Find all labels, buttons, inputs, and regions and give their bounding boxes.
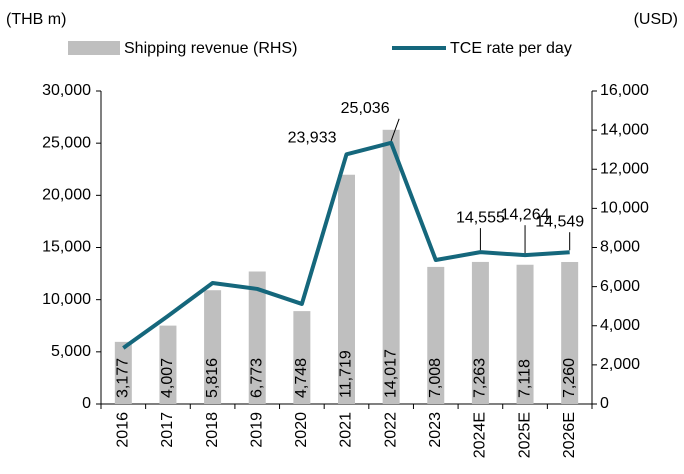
x-tick-label: 2026E: [561, 412, 578, 458]
bar: [293, 311, 311, 404]
y2-tick-label: 12,000: [600, 160, 649, 177]
bar: [427, 266, 445, 404]
y-tick-label: 5,000: [51, 343, 91, 360]
line-label: 14,264: [501, 206, 550, 223]
bar: [204, 290, 222, 404]
bar-label: 7,118: [516, 359, 533, 398]
y-tick-label: 25,000: [42, 134, 91, 151]
legend-label: Shipping revenue (RHS): [124, 40, 297, 57]
line-label: 14,555: [456, 209, 505, 226]
line-label: 14,549: [535, 213, 584, 230]
y2-tick-label: 4,000: [600, 317, 640, 334]
bar: [338, 174, 355, 404]
y-tick-label: 0: [82, 395, 91, 412]
x-tick-label: 2016: [115, 412, 132, 448]
x-tick-label: 2025E: [516, 412, 533, 458]
leader-line: [390, 118, 400, 141]
y2-tick-label: 2,000: [600, 356, 640, 373]
bar: [561, 261, 579, 404]
y2-tick-label: 0: [600, 395, 609, 412]
line-label: 23,933: [288, 130, 337, 147]
legend-swatch: [68, 41, 120, 55]
x-tick-label: 2023: [427, 412, 444, 448]
y2-tick-label: 14,000: [600, 121, 649, 138]
bar: [516, 264, 534, 404]
bar: [159, 325, 177, 404]
x-tick-label: 2024E: [472, 412, 489, 458]
x-tick-label: 2022: [382, 412, 399, 448]
y2-tick-label: 10,000: [600, 200, 649, 217]
bar-label: 6,773: [248, 358, 265, 398]
bar-label: 7,260: [561, 358, 578, 398]
y-tick-label: 20,000: [42, 187, 91, 204]
bar: [382, 129, 400, 405]
bar-label: 4,007: [159, 358, 176, 398]
bar-label: 11,719: [338, 350, 355, 398]
line-label: 25,036: [341, 100, 390, 117]
left-unit: (THB m): [6, 11, 66, 28]
y2-tick-label: 6,000: [600, 278, 640, 295]
legend-label: TCE rate per day: [450, 40, 572, 57]
x-tick-label: 2017: [159, 412, 176, 448]
bar: [471, 261, 489, 404]
y-tick-label: 15,000: [42, 239, 91, 256]
y-tick-label: 30,000: [42, 82, 91, 99]
x-tick-label: 2018: [204, 412, 221, 448]
x-tick-label: 2020: [293, 412, 310, 448]
y2-tick-label: 16,000: [600, 82, 649, 99]
bar-label: 7,263: [472, 358, 489, 398]
bar-label: 4,748: [293, 358, 310, 398]
bar-label: 14,017: [382, 349, 399, 398]
x-tick-label: 2019: [248, 412, 265, 448]
x-tick-label: 2021: [338, 412, 355, 448]
y-tick-label: 10,000: [42, 291, 91, 308]
bar-label: 7,008: [427, 358, 444, 398]
bar: [248, 271, 266, 404]
bar: [114, 341, 132, 404]
line: [122, 140, 570, 350]
bar-label: 3,177: [115, 358, 132, 398]
bar-label: 5,816: [204, 358, 221, 398]
y2-tick-label: 8,000: [600, 239, 640, 256]
right-unit: (USD): [634, 11, 678, 28]
